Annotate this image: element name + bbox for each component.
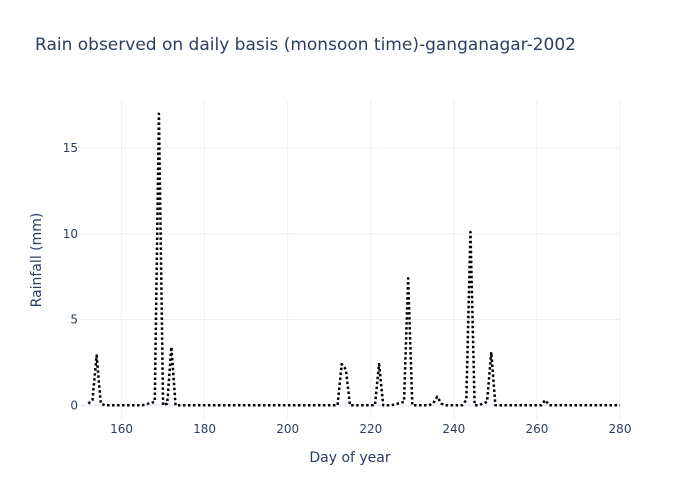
- x-tick-label: 180: [193, 422, 216, 436]
- y-tick-label: 5: [70, 313, 78, 327]
- rainfall-series-line: [87, 112, 620, 407]
- y-axis-title: Rainfall (mm): [29, 213, 45, 308]
- y-tick-label: 15: [63, 141, 78, 155]
- x-tick-label: 280: [609, 422, 632, 436]
- x-axis-title: Day of year: [309, 450, 391, 466]
- y-tick-label: 10: [63, 227, 78, 241]
- y-tick-label: 0: [70, 398, 78, 412]
- x-tick-label: 260: [525, 422, 548, 436]
- x-tick-label: 220: [359, 422, 382, 436]
- chart-title: Rain observed on daily basis (monsoon ti…: [35, 35, 576, 55]
- x-tick-label: 160: [110, 422, 133, 436]
- x-tick-label: 240: [442, 422, 465, 436]
- x-tick-label: 200: [276, 422, 299, 436]
- series-layer: [87, 112, 620, 407]
- tick-layer: 160 180 200 220 240 260 280 0 5 10 15: [63, 141, 632, 436]
